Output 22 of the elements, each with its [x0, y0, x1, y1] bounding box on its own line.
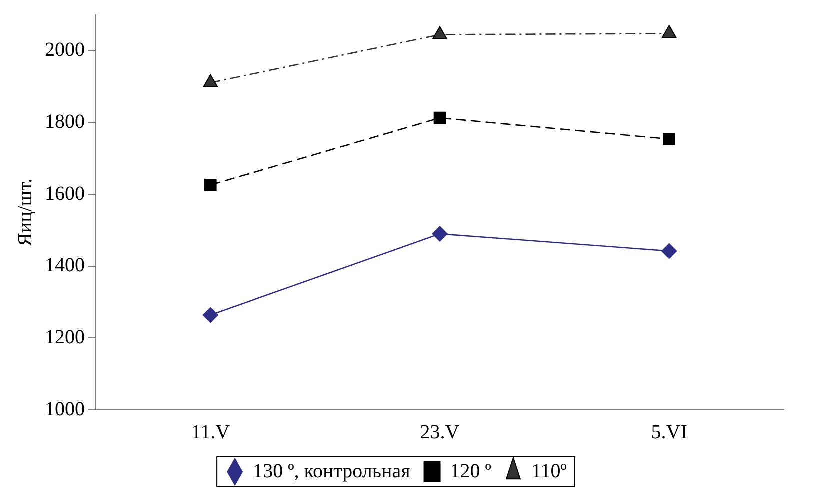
point [663, 133, 676, 146]
point [432, 226, 448, 242]
y-tick-label: 1800 [45, 110, 85, 133]
point [434, 112, 446, 124]
legend-label: 110º [531, 460, 567, 482]
x-tick-label: 11.V [191, 421, 231, 444]
y-tick-label: 1400 [45, 254, 85, 277]
y-tick-label: 1000 [45, 398, 85, 420]
y-tick-label: 1600 [45, 182, 85, 205]
point [661, 243, 678, 260]
point [662, 25, 677, 38]
point [204, 179, 217, 192]
x-tick-label: 23.V [420, 421, 460, 444]
legend-label: 120 º [450, 460, 492, 482]
x-tick-label: 5.VI [651, 421, 688, 444]
point [432, 26, 448, 40]
y-axis-title: Яиц/шт. [14, 178, 36, 246]
y-tick-label: 1200 [45, 326, 85, 348]
legend-label: 130 º, контрольная [253, 460, 410, 482]
point [203, 74, 218, 88]
y-tick-label: 2000 [45, 39, 85, 62]
point [202, 307, 219, 324]
